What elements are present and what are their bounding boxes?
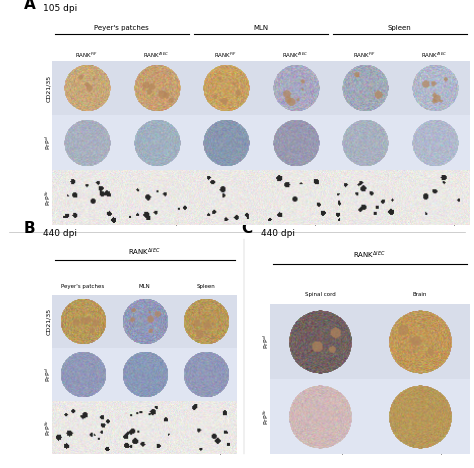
Text: 440 dpi: 440 dpi <box>43 229 77 238</box>
Text: RANK$^{ΔIEC}$: RANK$^{ΔIEC}$ <box>421 51 447 60</box>
Text: 105 dpi: 105 dpi <box>43 4 77 13</box>
Text: CD21/35: CD21/35 <box>46 74 51 102</box>
Text: PrP$^{Sc}$: PrP$^{Sc}$ <box>44 419 53 436</box>
Text: PrP$^{Sc}$: PrP$^{Sc}$ <box>44 189 53 206</box>
Text: C: C <box>242 221 253 236</box>
Text: PrP$^d$: PrP$^d$ <box>262 334 271 349</box>
Text: RANK$^{ΔIEC}$: RANK$^{ΔIEC}$ <box>128 246 161 258</box>
Text: Spleen: Spleen <box>388 25 411 31</box>
Text: Peyer's patches: Peyer's patches <box>94 25 149 31</box>
Text: PrP$^{Sc}$: PrP$^{Sc}$ <box>262 408 271 425</box>
Text: RANK$^{ΔIEC}$: RANK$^{ΔIEC}$ <box>143 51 170 60</box>
Text: 100 µm: 100 µm <box>210 451 227 455</box>
Text: PrP$^d$: PrP$^d$ <box>44 367 53 382</box>
Text: 500 µm: 500 µm <box>431 451 448 455</box>
Text: RANK$^{F/F}$: RANK$^{F/F}$ <box>214 51 237 60</box>
Text: Spleen: Spleen <box>197 284 216 289</box>
Text: 440 dpi: 440 dpi <box>261 229 295 238</box>
Text: 500 µm: 500 µm <box>444 222 460 227</box>
Text: 100 µm: 100 µm <box>332 451 348 455</box>
Text: A: A <box>24 0 36 12</box>
Text: B: B <box>24 221 36 236</box>
Text: CD21/35: CD21/35 <box>46 308 51 335</box>
Text: Brain: Brain <box>412 292 427 297</box>
Text: RANK$^{ΔIEC}$: RANK$^{ΔIEC}$ <box>353 250 386 261</box>
Text: Peyer's patches: Peyer's patches <box>61 284 105 289</box>
Text: PrP$^d$: PrP$^d$ <box>44 135 53 150</box>
Text: RANK$^{F/F}$: RANK$^{F/F}$ <box>354 51 376 60</box>
Text: MLN: MLN <box>139 284 150 289</box>
Text: RANK$^{F/F}$: RANK$^{F/F}$ <box>75 51 99 60</box>
Text: Spinal cord: Spinal cord <box>305 292 335 297</box>
Text: 200 µm: 200 µm <box>305 222 321 227</box>
Text: MLN: MLN <box>253 25 268 31</box>
Text: RANK$^{ΔIEC}$: RANK$^{ΔIEC}$ <box>283 51 309 60</box>
Text: 100 µm: 100 µm <box>165 222 182 227</box>
